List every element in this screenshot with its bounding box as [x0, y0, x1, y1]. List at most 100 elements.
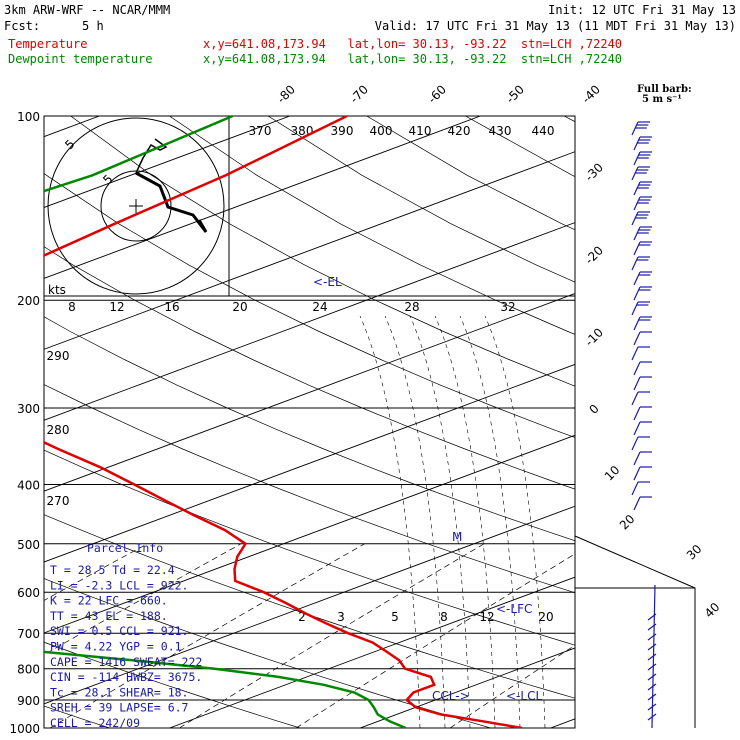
valid-time: Valid: 17 UTC Fri 31 May 13 (11 MDT Fri … [374, 19, 736, 33]
parcel-info-row: TT = 43 EL = 188. [50, 609, 168, 623]
wind-barb [633, 496, 641, 511]
dry-adiabat [44, 449, 575, 646]
theta-label: 430 [489, 124, 512, 138]
hodograph-inner-ring [100, 170, 172, 242]
temperature-legend: Temperature [8, 37, 88, 51]
forecast-label: Fcst: [4, 19, 41, 33]
wind-speed-label: 24 [312, 300, 327, 314]
theta-label: 390 [331, 124, 354, 138]
theta-label: 400 [370, 124, 393, 138]
moist-adiabat [409, 315, 471, 728]
wind-barb [631, 481, 639, 496]
parcel-info-row: T = 28.5 Td = 22.4 [50, 563, 175, 577]
theta-label: 420 [448, 124, 471, 138]
wind-barb [633, 451, 641, 466]
pressure-tick-label: 700 [17, 627, 40, 641]
temperature-tick-label: -10 [582, 325, 606, 349]
wind-barbs [631, 121, 657, 729]
mixing-ratio-label: 12 [479, 610, 494, 624]
temperature-location: x,y=641.08,173.94 lat,lon= 30.13, -93.22… [203, 37, 623, 51]
barb-legend-line1: Full barb: [637, 84, 692, 95]
hodograph-outer-label: 5 [62, 137, 77, 152]
pressure-tick-label: 1000 [9, 722, 40, 736]
wind-barb-low [647, 633, 657, 641]
wind-barb-low [647, 623, 657, 631]
pressure-tick-label: 100 [17, 110, 40, 124]
parcel-info-row: SREH = 39 LAPSE= 6.7 [50, 701, 189, 715]
wind-barb-low [647, 613, 657, 621]
isotherm [44, 293, 575, 492]
parcel-info-row: LI = -2.3 LCL = 922. [50, 578, 188, 592]
wind-barb [633, 331, 641, 346]
parcel-info-row: CELL = 242/09 [50, 716, 140, 730]
mixing-ratio-label: 2 [298, 610, 306, 624]
pressure-tick-label: 800 [17, 663, 40, 677]
ccl-marker: CCL-> [432, 689, 470, 703]
isotherms [44, 116, 575, 728]
theta-label: 370 [249, 124, 272, 138]
dry-adiabat [663, 116, 740, 728]
mixing-ratio-label: 8 [440, 610, 448, 624]
moist-adiabat [459, 315, 521, 728]
wind-speed-label: 28 [404, 300, 419, 314]
mixing-ratio-line [449, 644, 575, 728]
barb-legend-line2: 5 m s⁻¹ [642, 94, 682, 105]
model-title: 3km ARW-WRF -- NCAR/MMM [4, 3, 171, 17]
lfc-marker: <-LFC [496, 602, 532, 616]
dry-adiabat [44, 514, 575, 699]
wind-speed-label: 12 [109, 300, 124, 314]
wind-barb-low [647, 673, 657, 681]
isotherm [44, 116, 481, 279]
temperature-tick-label: 20 [617, 512, 638, 533]
el-marker: <-EL [313, 275, 342, 289]
moist-adiabat [484, 315, 546, 728]
m-marker: M [452, 530, 462, 544]
theta-label: 380 [291, 124, 314, 138]
pressure-tick-label: 200 [17, 294, 40, 308]
mixing-ratio-line [295, 553, 575, 728]
pressure-tick-label: 400 [17, 478, 40, 492]
temperature-tick-label: -40 [579, 82, 603, 106]
theta-label: 290 [47, 349, 70, 363]
dewpoint-series-line [44, 116, 407, 728]
wind-barb [633, 271, 641, 286]
isotherm [44, 505, 575, 705]
dry-adiabat [44, 316, 575, 542]
pressure-tick-label: 300 [17, 402, 40, 416]
hodograph-kts-label: kts [48, 283, 66, 297]
wind-barb-low [647, 683, 657, 691]
lcl-marker: <-LCL [506, 689, 542, 703]
wind-barb-low [647, 663, 657, 671]
wind-panel-edge [574, 535, 696, 728]
dry-adiabat [44, 578, 491, 728]
hodograph-outer-ring [47, 117, 225, 295]
temperature-tick-label: -80 [274, 82, 298, 106]
dry-adiabat [465, 116, 575, 177]
moist-adiabat [434, 315, 496, 728]
hodograph-inner-label: 5 [100, 172, 115, 187]
wind-barb [633, 421, 641, 436]
mixing-ratio-label: 5 [391, 610, 399, 624]
dry-adiabat [366, 116, 575, 231]
wind-barb-low [647, 653, 657, 661]
wind-barb-low [647, 703, 657, 711]
temperature-tick-label: -50 [503, 82, 527, 106]
parcel-info-row: CIN = -114 HWBZ= 3675. [50, 670, 202, 684]
mixing-ratio-line [179, 543, 485, 728]
wind-barb [633, 376, 641, 391]
theta-label: 270 [47, 494, 70, 508]
temperature-tick-label: -30 [582, 160, 606, 184]
wind-barb-low [647, 643, 657, 651]
wind-barb [631, 346, 639, 361]
isotherm [44, 151, 575, 350]
moist-adiabat [359, 315, 421, 728]
dry-adiabat [563, 116, 575, 123]
temperature-tick-label: 30 [684, 542, 705, 563]
parcel-info-row: CAPE = 1416 SWEAT= 222 [50, 655, 202, 669]
temperature-tick-label: -70 [347, 82, 371, 106]
wind-speed-label: 20 [232, 300, 247, 314]
isotherm [44, 363, 575, 563]
dewpoint-legend: Dewpoint temperature [8, 52, 153, 66]
